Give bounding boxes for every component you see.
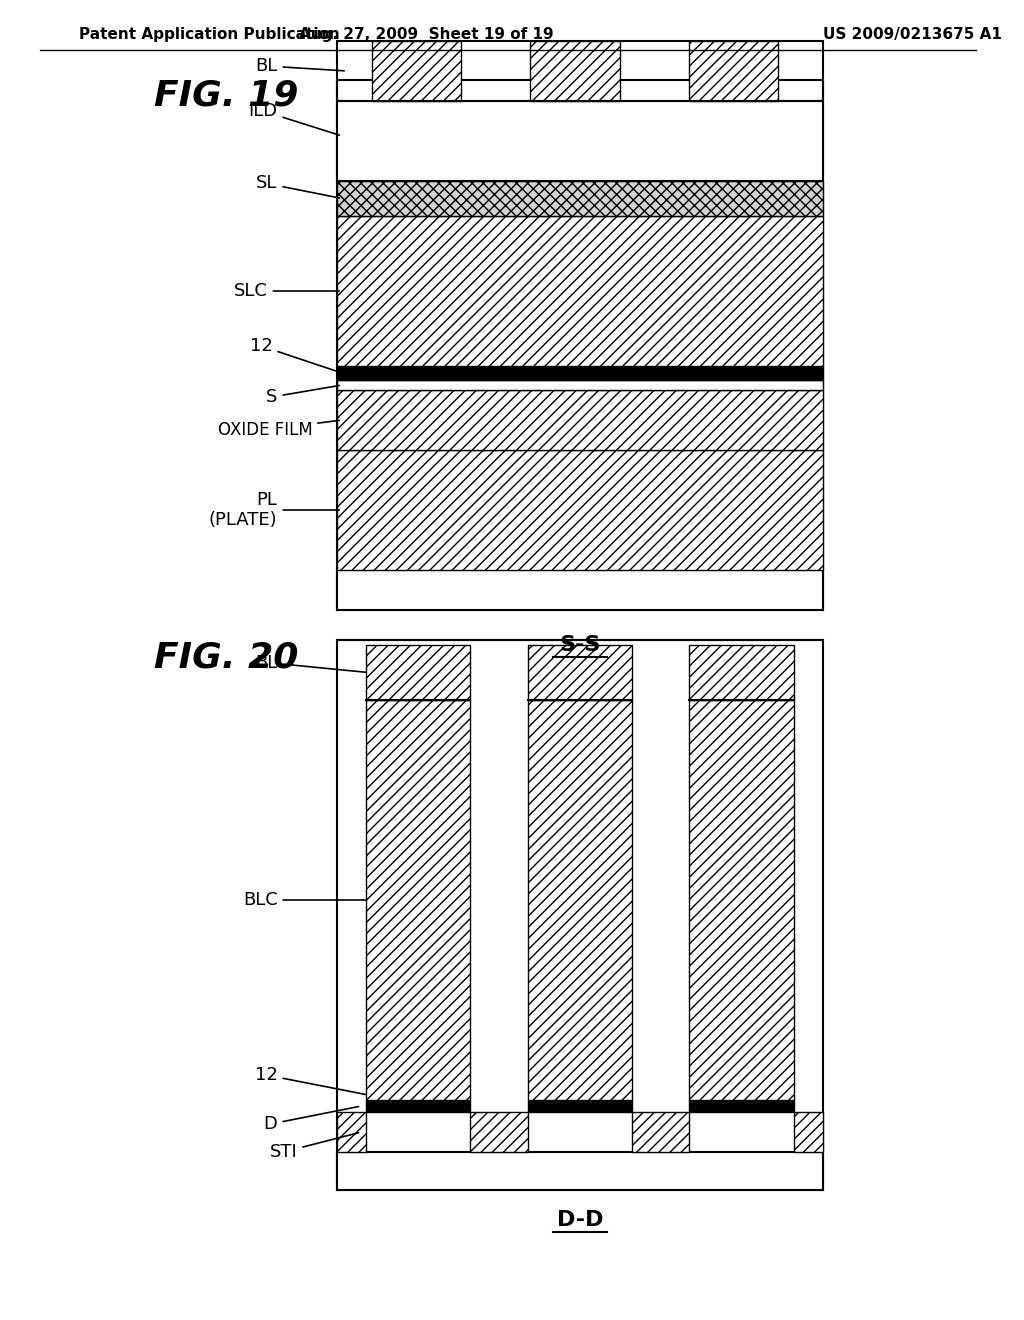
Bar xyxy=(337,1111,367,1152)
Bar xyxy=(470,1111,528,1152)
Bar xyxy=(337,389,823,450)
Bar xyxy=(632,1111,689,1152)
Text: STI: STI xyxy=(269,1133,358,1162)
Text: PL
(PLATE): PL (PLATE) xyxy=(209,491,339,529)
Bar xyxy=(337,570,823,610)
Text: OXIDE FILM: OXIDE FILM xyxy=(217,420,339,440)
Bar xyxy=(528,700,632,1100)
Bar xyxy=(528,645,632,700)
Bar xyxy=(367,700,470,1100)
Bar xyxy=(337,41,823,102)
Bar xyxy=(337,366,823,380)
Bar xyxy=(528,1100,632,1111)
Bar xyxy=(367,645,470,700)
Bar xyxy=(337,216,823,366)
Text: 12: 12 xyxy=(250,337,339,372)
Bar xyxy=(689,1100,794,1111)
Text: SL: SL xyxy=(256,174,339,198)
Bar xyxy=(530,41,620,102)
Bar xyxy=(337,380,823,389)
Text: Patent Application Publication: Patent Application Publication xyxy=(79,28,340,42)
Bar xyxy=(689,700,794,1100)
Text: FIG. 19: FIG. 19 xyxy=(154,78,298,112)
Bar xyxy=(337,450,823,570)
Text: SLC: SLC xyxy=(233,282,339,300)
Text: D: D xyxy=(264,1106,358,1133)
Bar xyxy=(689,41,778,102)
Text: FIG. 20: FIG. 20 xyxy=(154,642,298,675)
Bar xyxy=(337,181,823,216)
Bar xyxy=(794,1111,823,1152)
Bar xyxy=(337,102,823,181)
Text: US 2009/0213675 A1: US 2009/0213675 A1 xyxy=(822,28,1001,42)
Bar xyxy=(337,81,823,610)
Text: S-S: S-S xyxy=(559,635,601,655)
Text: Aug. 27, 2009  Sheet 19 of 19: Aug. 27, 2009 Sheet 19 of 19 xyxy=(299,28,554,42)
Bar xyxy=(337,1152,823,1191)
Bar xyxy=(367,1100,470,1111)
Bar xyxy=(372,41,461,102)
Bar xyxy=(337,640,823,1191)
Text: ILD: ILD xyxy=(249,102,339,135)
Text: 12: 12 xyxy=(255,1067,366,1094)
Text: BL: BL xyxy=(255,57,344,75)
Text: BLC: BLC xyxy=(243,891,366,909)
Text: S: S xyxy=(266,385,339,407)
Text: D-D: D-D xyxy=(557,1210,603,1230)
Bar xyxy=(689,645,794,700)
Text: BL: BL xyxy=(255,653,366,672)
